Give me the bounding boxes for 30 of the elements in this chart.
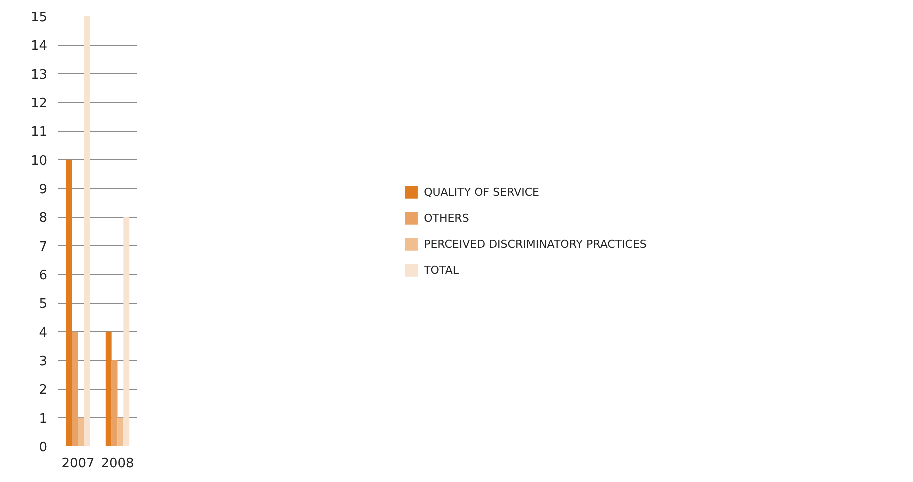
y-tick-label: 9 [39,182,48,198]
y-tick-label: 11 [30,125,48,140]
bar [124,217,130,446]
x-tick-label: 2007 [62,456,95,472]
y-tick-label: 8 [39,211,48,226]
legend-label: OTHERS [424,212,470,224]
y-tick-label: 7 [39,240,48,255]
y-tick-label: 6 [39,268,48,284]
bar [106,332,112,446]
legend-label: TOTAL [424,264,459,276]
y-tick-label: 12 [30,96,48,112]
y-tick-label: 0 [39,440,48,456]
y-tick-label: 13 [30,68,48,83]
bar [118,418,124,446]
y-tick-label: 10 [30,154,48,169]
y-tick-label: 14 [30,39,48,54]
x-tick-label: 2008 [101,456,134,472]
y-tick-label: 4 [39,326,48,341]
legend-label: QUALITY OF SERVICE [424,186,540,198]
legend-label: PERCEIVED DISCRIMINATORY PRACTICES [424,238,647,250]
y-tick-label: 5 [39,297,48,312]
bar [66,160,72,446]
bar [78,418,84,446]
bar [72,332,78,446]
bar [84,16,90,446]
y-tick-label: 1 [39,412,48,427]
y-tick-label: 3 [39,354,48,370]
y-tick-label: 15 [30,10,48,26]
y-tick-label: 2 [39,383,48,398]
bar [112,360,118,446]
